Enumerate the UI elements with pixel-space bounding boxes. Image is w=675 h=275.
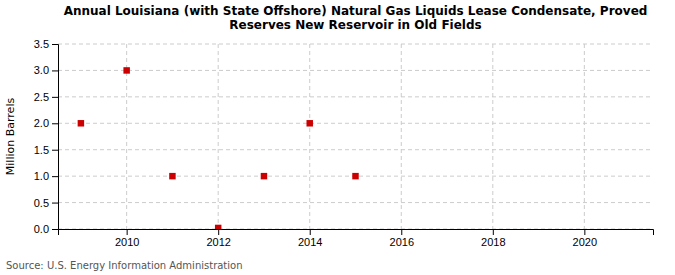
x-axis-line	[59, 230, 654, 236]
grid-line	[401, 44, 402, 229]
grid-line	[58, 44, 653, 45]
x-tick: 2016	[390, 229, 414, 248]
x-tick: 2014	[298, 229, 322, 248]
y-tick-label: 2.5	[34, 91, 49, 103]
y-tick-mark	[52, 97, 58, 98]
x-tick-mark	[401, 229, 402, 235]
y-tick: 3.0	[34, 64, 58, 76]
y-tick-label: 3.5	[34, 38, 49, 50]
point	[352, 173, 358, 179]
y-axis-line	[52, 45, 59, 230]
x-axis: 2010 2012 2014 2016 2018 2020	[59, 229, 654, 248]
point	[261, 173, 267, 179]
x-tick: 2020	[573, 229, 597, 248]
y-tick: 1.0	[34, 170, 58, 182]
x-tick: 2018	[481, 229, 505, 248]
y-tick: 3.5	[34, 38, 58, 50]
y-tick-label: 3.0	[34, 64, 49, 76]
y-tick-mark	[52, 123, 58, 124]
x-tick-mark	[218, 229, 219, 235]
y-axis-title: Million Barrels	[4, 98, 17, 176]
y-tick-label: 2.0	[34, 117, 49, 129]
grid-line	[58, 70, 653, 71]
y-tick-mark	[52, 229, 58, 230]
y-tick-mark	[52, 150, 58, 151]
x-tick-label: 2012	[206, 236, 230, 248]
y-tick-mark	[52, 176, 58, 177]
grid-line	[58, 149, 653, 150]
y-tick-label: 1.0	[34, 170, 49, 182]
point	[78, 120, 84, 126]
y-tick-mark	[52, 44, 58, 45]
x-tick-label: 2014	[298, 236, 322, 248]
y-tick: 2.0	[34, 117, 58, 129]
grid-line	[58, 123, 653, 124]
title-line: Annual Louisiana (with State Offshore) N…	[64, 4, 648, 18]
y-tick: 0.5	[34, 197, 58, 209]
y-tick: 0.0	[34, 223, 58, 235]
grid-line	[58, 202, 653, 203]
point	[306, 120, 312, 126]
grid-line	[218, 44, 219, 229]
title: Annual Louisiana (with State Offshore) N…	[64, 4, 648, 32]
x-tick-label: 2018	[481, 236, 505, 248]
point	[215, 225, 221, 229]
plot-area: 2010 2012 2014 2016 2018 2020 0.0 0.5 1.0 1.5 2.0 2…	[34, 38, 654, 248]
y-tick-label: 0.5	[34, 197, 49, 209]
chart: 2010 2012 2014 2016 2018 2020 0.0 0.5 1.0 1.5 2.0 2…	[0, 0, 675, 275]
y-axis: 0.0 0.5 1.0 1.5 2.0 2.5 3.0 3.5	[34, 38, 59, 235]
grid	[58, 44, 653, 229]
x-tick-label: 2020	[573, 236, 597, 248]
source: Source: U.S. Energy Information Administ…	[6, 260, 243, 271]
point	[169, 173, 175, 179]
grid-line	[492, 44, 493, 229]
grid-line	[584, 44, 585, 229]
title-line: Reserves New Reservoir in Old Fields	[229, 18, 481, 32]
grid-line	[58, 96, 653, 97]
x-tick-label: 2010	[115, 236, 139, 248]
x-tick: 2010	[115, 229, 139, 248]
y-tick-mark	[52, 70, 58, 71]
point	[123, 67, 129, 73]
y-tick-mark	[52, 203, 58, 204]
x-tick: 2012	[206, 229, 230, 248]
grid-line	[309, 44, 310, 229]
x-tick-mark	[127, 229, 128, 235]
points	[78, 67, 359, 229]
y-tick: 2.5	[34, 91, 58, 103]
x-tick-mark	[584, 229, 585, 235]
y-tick-label: 1.5	[34, 144, 49, 156]
y-tick-label: 0.0	[34, 223, 49, 235]
x-tick-mark	[493, 229, 494, 235]
y-tick: 1.5	[34, 144, 58, 156]
x-tick-label: 2016	[390, 236, 414, 248]
x-tick-mark	[310, 229, 311, 235]
